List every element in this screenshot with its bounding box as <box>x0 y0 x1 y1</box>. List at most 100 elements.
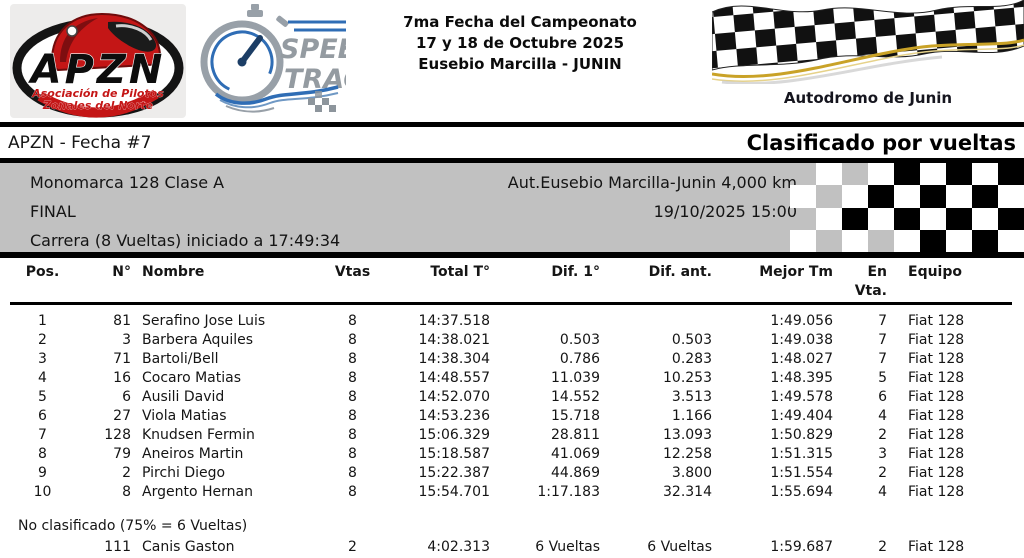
session-name: FINAL <box>30 202 76 221</box>
cell: 8 <box>348 389 357 405</box>
results-body: 1 81 Serafino Jose Luis 8 14:37.518 1:49.056 7… <box>10 312 1012 502</box>
cell: 4:02.313 <box>427 539 490 555</box>
page-title: APZN - Fecha #7 <box>8 132 152 153</box>
table-row: 8 79 Aneiros Martin 8 15:18.587 41.069 12.258 1… <box>10 445 1012 464</box>
cell: 2 <box>38 332 47 348</box>
cell: 9 <box>38 465 47 481</box>
cell: 3.513 <box>671 389 712 405</box>
cell: Viola Matias <box>142 408 227 424</box>
cell: Fiat 128 <box>908 446 965 462</box>
cell: 16 <box>113 370 131 386</box>
apzn-logo: APZN Asociación de Pilotos Zonales del N… <box>10 4 186 122</box>
cell: 0.786 <box>559 351 600 367</box>
classification-title: Clasificado por vueltas <box>746 130 1016 155</box>
table-row: 7 128 Knudsen Fermin 8 15:06.329 28.811 13.093… <box>10 426 1012 445</box>
apzn-subtitle-1: Asociación de Pilotos <box>31 87 164 100</box>
cell: 44.869 <box>551 465 600 481</box>
cell: 15:18.587 <box>418 446 490 462</box>
cell: 1:48.395 <box>770 370 833 386</box>
cell: 14:48.557 <box>418 370 490 386</box>
checker-cell <box>946 163 972 186</box>
column-header: Dif. ant. <box>648 264 712 280</box>
checker-cell <box>946 185 972 208</box>
checker-cell <box>972 163 998 186</box>
checker-cell <box>790 229 816 252</box>
cell: Pirchi Diego <box>142 465 226 481</box>
cell: 14:52.070 <box>418 389 490 405</box>
column-header: Nombre <box>142 264 205 280</box>
cell: 1.166 <box>671 408 712 424</box>
session-info-right: Aut.Eusebio Marcilla-Junin 4,000 km 19/1… <box>508 168 797 226</box>
table-row: 111 Canis Gaston 2 4:02.313 6 Vueltas 6 Vuelt… <box>10 538 1012 557</box>
cell: 28.811 <box>551 427 600 443</box>
cell: 8 <box>348 446 357 462</box>
cell: 1:50.829 <box>770 427 833 443</box>
title-bar: APZN - Fecha #7 Clasificado por vueltas <box>0 122 1024 163</box>
cell: Fiat 128 <box>908 313 965 329</box>
cell: 4 <box>878 408 887 424</box>
cell: 27 <box>113 408 131 424</box>
column-header: Mejor Tm <box>759 264 833 280</box>
cell: Barbera Aquiles <box>142 332 254 348</box>
nc-body: 111 Canis Gaston 2 4:02.313 6 Vueltas 6 Vuelt… <box>10 538 1012 557</box>
cell: 1 <box>38 313 47 329</box>
cell: Fiat 128 <box>908 351 965 367</box>
apzn-acronym: APZN <box>28 47 166 93</box>
checker-cell <box>790 185 816 208</box>
checker-cell <box>868 207 894 230</box>
checker-cell <box>816 207 842 230</box>
checker-cell <box>998 185 1024 208</box>
cell: 3.800 <box>671 465 712 481</box>
apzn-subtitle-2: Zonales del Norte <box>42 99 154 112</box>
cell: Fiat 128 <box>908 427 965 443</box>
column-header: Total T° <box>430 264 490 280</box>
column-header: Pos. <box>25 264 60 280</box>
cell: 8 <box>348 408 357 424</box>
checker-cell <box>894 185 920 208</box>
cell: 1:48.027 <box>770 351 833 367</box>
checker-cell <box>972 229 998 252</box>
table-row: 10 8 Argento Hernan 8 15:54.701 1:17.183 32.31… <box>10 483 1012 502</box>
cell: Fiat 128 <box>908 465 965 481</box>
column-header: Dif. 1° <box>551 264 600 280</box>
category-name: Monomarca 128 Clase A <box>30 173 225 192</box>
cell: 2 <box>878 539 887 555</box>
cell: 15:22.387 <box>418 465 490 481</box>
cell: 13.093 <box>663 427 712 443</box>
cell: 14:38.304 <box>418 351 490 367</box>
checker-cell <box>946 207 972 230</box>
cell: Cocaro Matias <box>142 370 241 386</box>
checker-cell <box>868 230 894 252</box>
cell: 79 <box>113 446 131 462</box>
event-info: 7ma Fecha del Campeonato 17 y 18 de Octu… <box>386 12 654 75</box>
checker-cell <box>868 163 894 186</box>
cell: 1:17.183 <box>537 484 600 500</box>
event-line-3: Eusebio Marcilla - JUNIN <box>418 55 622 73</box>
mini-checker-icon <box>308 91 336 112</box>
cell: 8 <box>38 446 47 462</box>
cell: 81 <box>113 313 131 329</box>
checker-cell <box>972 207 998 230</box>
column-header: N° <box>112 264 131 280</box>
checker-cell <box>842 163 868 185</box>
checker-cell <box>816 230 842 252</box>
event-line-1: 7ma Fecha del Campeonato <box>403 13 637 31</box>
cell: Argento Hernan <box>142 484 253 500</box>
cell: Fiat 128 <box>908 539 965 555</box>
banner-checker <box>790 163 1024 252</box>
cell: 4 <box>878 484 887 500</box>
stopwatch-icon: SPEED TRACK <box>200 4 386 113</box>
event-line-2: 17 y 18 de Octubre 2025 <box>415 34 625 52</box>
checker-cell <box>894 229 920 252</box>
cell: Aneiros Martin <box>142 446 244 462</box>
cell: 4 <box>38 370 47 386</box>
cell: 7 <box>878 332 887 348</box>
checkered-flag-icon <box>711 0 1024 86</box>
checker-cell <box>842 207 868 230</box>
cell: 6 Vueltas <box>535 539 600 555</box>
checker-cell <box>946 229 972 252</box>
cell: 6 <box>38 408 47 424</box>
cell: 2 <box>878 465 887 481</box>
cell: 41.069 <box>551 446 600 462</box>
